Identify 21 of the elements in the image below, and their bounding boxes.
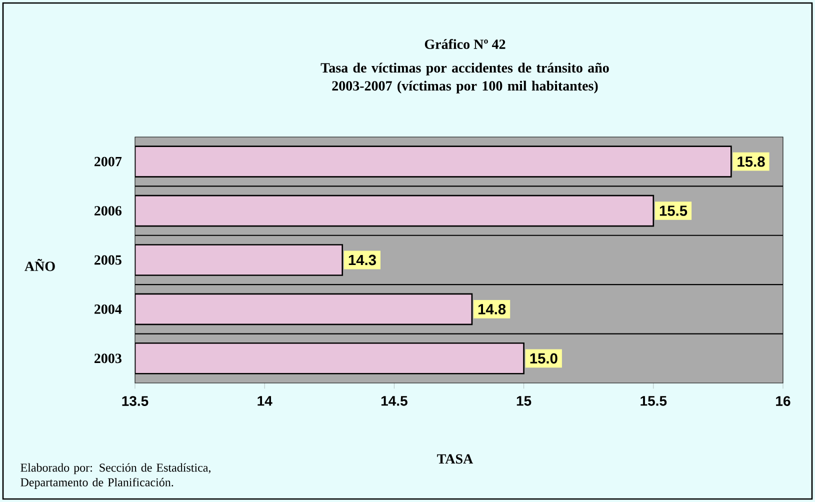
data-label: 14.3: [348, 254, 376, 266]
data-label: 15.0: [530, 353, 558, 364]
x-axis-title: TASA: [437, 454, 474, 464]
chart-title: Gráfico Nº 42: [424, 39, 506, 49]
x-tick-label: 13.5: [122, 396, 148, 406]
data-label: 14.8: [478, 304, 506, 314]
y-tick-label: 2003: [94, 354, 122, 364]
x-tick-label: 15: [516, 396, 532, 406]
text: Elaborado por: Sección de Estadística, Departamento de Planificación.: [20, 463, 210, 489]
chart-subtitle: Tasa de víctimas por accidentes de tránsito año 2003-2007 (víctimas por 100 mil habitantes): [320, 62, 609, 94]
data-label: 15.5: [660, 206, 688, 216]
x-tick-label: 16: [776, 396, 790, 406]
y-tick-label: 2007: [94, 156, 122, 166]
y-axis-title: AÑO: [24, 258, 55, 272]
y-tick-label: 2004: [94, 304, 122, 314]
x-tick-label: 15.5: [640, 396, 667, 406]
y-tick-label: 2005: [94, 255, 122, 265]
x-tick-label: 14.5: [381, 396, 408, 406]
x-tick-label: 14: [258, 396, 272, 406]
data-label: 15.8: [738, 156, 765, 167]
y-tick-label: 2006: [94, 206, 122, 216]
